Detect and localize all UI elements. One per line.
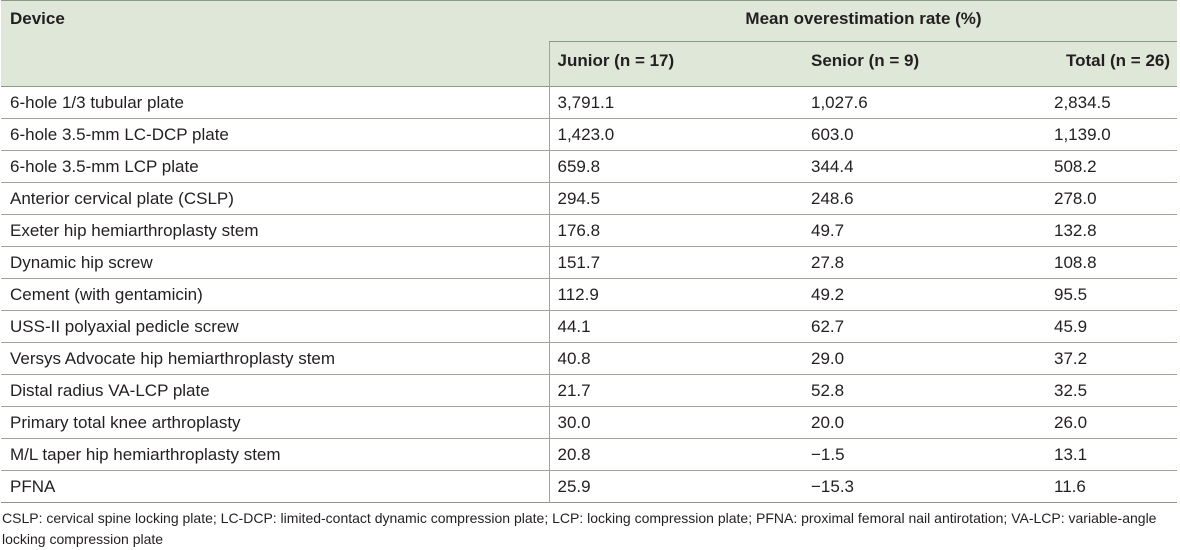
- cell-senior: 248.6: [803, 182, 1046, 215]
- cell-junior: 1,423.0: [548, 118, 803, 151]
- cell-device: Primary total knee arthroplasty: [1, 406, 549, 439]
- header-row-columns: Junior (n = 17) Senior (n = 9) Total (n …: [1, 41, 1178, 87]
- cell-total: 37.2: [1046, 342, 1178, 375]
- table-row: Cement (with gentamicin) 112.9 49.2 95.5: [1, 278, 1178, 311]
- cell-senior: 52.8: [803, 374, 1046, 407]
- cell-device: Distal radius VA-LCP plate: [1, 374, 549, 407]
- cell-junior: 176.8: [548, 214, 803, 247]
- cell-device: 6-hole 3.5-mm LC-DCP plate: [1, 118, 549, 151]
- table-row: Distal radius VA-LCP plate 21.7 52.8 32.5: [1, 374, 1178, 407]
- cell-junior: 44.1: [548, 310, 803, 343]
- header-junior: Junior (n = 17): [548, 41, 803, 87]
- table-row: Primary total knee arthroplasty 30.0 20.0 2…: [1, 406, 1178, 439]
- cell-total: 108.8: [1046, 246, 1178, 279]
- cell-device: Dynamic hip screw: [1, 246, 549, 279]
- cell-junior: 25.9: [548, 470, 803, 503]
- cell-device: Cement (with gentamicin): [1, 278, 549, 311]
- cell-junior: 151.7: [548, 246, 803, 279]
- cell-total: 45.9: [1046, 310, 1178, 343]
- cell-device: PFNA: [1, 470, 549, 503]
- table-row: 6-hole 3.5-mm LCP plate 659.8 344.4 508.2: [1, 150, 1178, 183]
- cell-junior: 3,791.1: [548, 86, 803, 119]
- cell-device: 6-hole 1/3 tubular plate: [10, 92, 184, 112]
- cell-total: 11.6: [1046, 470, 1178, 503]
- cell-senior: −15.3: [803, 470, 1046, 503]
- table-row: 6-hole 1/3 tubular plate 3,791.1 1,027.6 2,…: [1, 86, 1177, 119]
- cell-junior: 20.8: [548, 438, 803, 471]
- cell-device: 6-hole 3.5-mm LCP plate: [1, 150, 549, 183]
- cell-senior: 344.4: [803, 150, 1046, 183]
- cell-device: Versys Advocate hip hemiarthroplasty ste…: [1, 342, 549, 375]
- cell-device: Exeter hip hemiarthroplasty stem: [1, 214, 549, 247]
- cell-senior: 1,027.6: [811, 92, 868, 112]
- cell-senior: −1.5: [803, 438, 1046, 471]
- table-body: 6-hole 1/3 tubular plate 3,791.1 1,027.6 2,…: [1, 86, 1178, 503]
- cell-junior: 294.5: [548, 182, 803, 215]
- cell-senior: 20.0: [803, 406, 1046, 439]
- table-row: USS-II polyaxial pedicle screw 44.1 62.7 45…: [1, 310, 1178, 343]
- cell-device: USS-II polyaxial pedicle screw: [1, 310, 549, 343]
- table-row: Dynamic hip screw 151.7 27.8 108.8: [1, 246, 1178, 279]
- table-row: M/L taper hip hemiarthroplasty stem 20.8−…: [1, 438, 1178, 471]
- table-row: Anterior cervical plate (CSLP) 294.5 248.6…: [1, 182, 1178, 215]
- overestimation-table: Device Mean overestimation rate (%) Juni…: [1, 0, 1178, 503]
- cell-device: M/L taper hip hemiarthroplasty stem: [1, 438, 549, 471]
- cell-junior: 40.8: [548, 342, 803, 375]
- cell-junior: 30.0: [548, 406, 803, 439]
- cell-device: Anterior cervical plate (CSLP): [1, 182, 549, 215]
- cell-senior: 27.8: [803, 246, 1046, 279]
- table-footnote: CSLP: cervical spine locking plate; LC-D…: [2, 510, 1157, 547]
- header-device: Device: [1, 0, 549, 87]
- cell-total: 26.0: [1046, 406, 1178, 439]
- table-row: Versys Advocate hip hemiarthroplasty ste…: [1, 342, 1178, 375]
- cell-senior: 29.0: [803, 342, 1046, 375]
- cell-junior: 659.8: [548, 150, 803, 183]
- cell-junior: 112.9: [548, 278, 803, 311]
- cell-total: 278.0: [1046, 182, 1178, 215]
- table-row: PFNA 25.9 −15.3 11.6: [1, 470, 1178, 503]
- header-senior: Senior (n = 9): [803, 41, 1046, 87]
- cell-total: 13.1: [1046, 438, 1178, 471]
- cell-senior: 62.7: [803, 310, 1046, 343]
- cell-junior: 21.7: [548, 374, 803, 407]
- header-row-group: Device Mean overestimation rate (%): [1, 0, 1178, 87]
- cell-total: 2,834.5: [1054, 92, 1111, 112]
- cell-senior: 49.2: [803, 278, 1046, 311]
- cell-total: 95.5: [1046, 278, 1178, 311]
- header-total: Total (n = 26): [1046, 41, 1178, 87]
- cell-total: 32.5: [1046, 374, 1178, 407]
- table-row: Exeter hip hemiarthroplasty stem 176.8 49.…: [1, 214, 1178, 247]
- cell-senior: 603.0: [803, 118, 1046, 151]
- cell-total: 132.8: [1046, 214, 1178, 247]
- table-row: 6-hole 3.5-mm LC-DCP plate 1,423.0 603.0 1,…: [1, 118, 1178, 151]
- cell-senior: 49.7: [803, 214, 1046, 247]
- cell-total: 1,139.0: [1046, 118, 1178, 151]
- header-mean-overestimation: Mean overestimation rate (%): [549, 0, 1178, 42]
- cell-total: 508.2: [1046, 150, 1178, 183]
